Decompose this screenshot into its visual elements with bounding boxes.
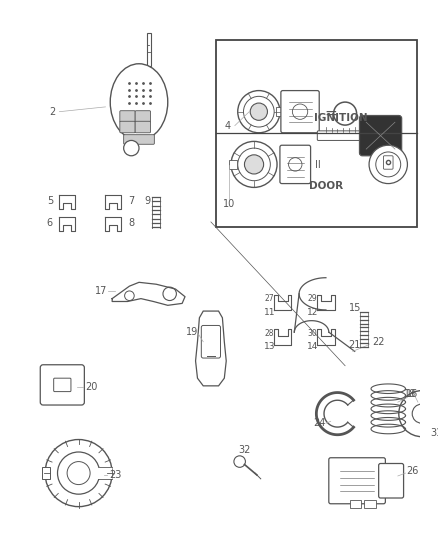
Text: 14: 14 [307,342,318,351]
Circle shape [125,291,134,301]
FancyBboxPatch shape [201,326,220,358]
Circle shape [244,155,264,174]
Text: 32: 32 [238,445,251,455]
Text: 21: 21 [349,340,361,350]
Text: 22: 22 [372,337,385,347]
Circle shape [244,96,274,127]
Circle shape [238,148,270,181]
Bar [364,500,376,507]
Bar [98,467,112,479]
Circle shape [369,145,407,183]
Text: 4: 4 [224,120,230,131]
Text: 19: 19 [186,327,198,337]
Text: 15: 15 [349,303,361,313]
Circle shape [67,462,90,484]
Text: 27: 27 [265,294,274,303]
FancyBboxPatch shape [383,156,393,169]
FancyBboxPatch shape [360,116,402,156]
Circle shape [238,91,280,133]
Circle shape [376,152,401,177]
Circle shape [412,404,431,423]
Circle shape [234,456,245,467]
Text: 30: 30 [307,329,318,337]
Bar [42,467,50,479]
Text: DOOR: DOOR [309,181,343,191]
Circle shape [163,287,177,301]
FancyBboxPatch shape [124,135,154,144]
Text: 2: 2 [49,107,56,117]
Bar [215,40,417,227]
Text: 9: 9 [145,196,151,206]
Polygon shape [195,311,226,386]
Circle shape [289,158,302,171]
Text: 12: 12 [307,308,318,317]
FancyBboxPatch shape [135,122,151,133]
Circle shape [250,103,268,120]
Text: 20: 20 [85,382,97,392]
FancyBboxPatch shape [135,111,151,122]
Text: 26: 26 [406,466,418,476]
Text: 6: 6 [47,218,53,228]
FancyBboxPatch shape [317,131,365,140]
Text: II: II [315,160,321,170]
Text: 10: 10 [223,199,235,209]
Text: IGNITION: IGNITION [314,114,367,123]
FancyBboxPatch shape [120,111,135,122]
Text: 18: 18 [404,390,417,399]
Bar [276,107,284,117]
Polygon shape [147,33,152,66]
Text: 28: 28 [265,329,274,337]
Circle shape [57,452,100,494]
FancyBboxPatch shape [281,91,319,133]
Circle shape [124,140,139,156]
FancyBboxPatch shape [329,458,385,504]
Text: 5: 5 [47,196,53,206]
Circle shape [231,141,277,188]
Text: 13: 13 [264,342,275,351]
Circle shape [334,102,357,125]
Bar [229,159,237,169]
Circle shape [45,440,112,507]
FancyBboxPatch shape [280,145,311,183]
Text: 29: 29 [308,294,317,303]
Text: 7: 7 [128,196,134,206]
Text: 23: 23 [109,470,121,480]
Circle shape [399,391,438,437]
Text: 16: 16 [406,390,418,399]
FancyBboxPatch shape [40,365,85,405]
Circle shape [293,104,308,119]
Text: 8: 8 [128,218,134,228]
FancyBboxPatch shape [379,464,403,498]
Ellipse shape [110,64,168,140]
FancyBboxPatch shape [120,122,135,133]
FancyBboxPatch shape [54,378,71,392]
Text: 31: 31 [430,428,438,438]
Text: =: = [325,106,337,121]
Text: 24: 24 [313,418,325,428]
Bar [350,500,361,507]
Text: 11: 11 [264,308,275,317]
Text: 17: 17 [95,286,107,296]
